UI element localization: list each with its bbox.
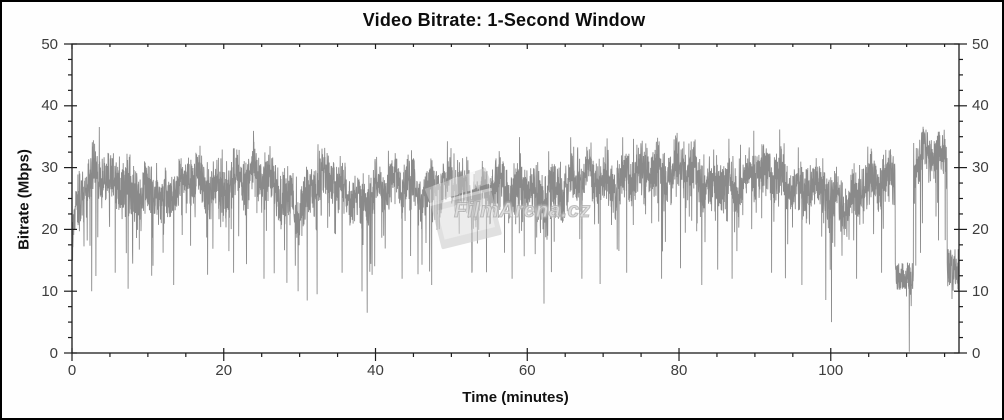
y-axis-right-tick-label: 0 bbox=[972, 344, 981, 362]
y-axis-left-tick-label: 30 bbox=[41, 159, 58, 177]
x-axis-tick-label: 100 bbox=[818, 362, 844, 379]
y-axis-left-tick-label: 0 bbox=[49, 344, 58, 362]
x-axis-title: Time (minutes) bbox=[462, 389, 569, 406]
bitrate-series-line bbox=[72, 126, 959, 352]
y-axis-left-tick-label: 40 bbox=[41, 97, 58, 115]
x-axis-tick-label: 60 bbox=[518, 362, 536, 379]
y-axis-left-tick-label: 10 bbox=[41, 282, 58, 300]
y-axis-right-tick-label: 20 bbox=[972, 220, 989, 238]
y-axis-right-tick-label: 30 bbox=[972, 159, 989, 177]
x-axis-tick-label: 40 bbox=[367, 362, 384, 379]
y-axis-right-tick-label: 50 bbox=[972, 35, 989, 53]
x-axis-tick-label: 0 bbox=[67, 362, 77, 379]
y-axis-right-tick-label: 40 bbox=[972, 97, 989, 115]
y-axis-left-tick-label: 20 bbox=[41, 220, 58, 238]
x-axis-tick-label: 80 bbox=[670, 362, 688, 379]
chart-title: Video Bitrate: 1-Second Window bbox=[362, 10, 646, 30]
y-axis-right-tick-label: 10 bbox=[972, 282, 989, 300]
x-axis-tick-label: 20 bbox=[215, 362, 233, 379]
y-axis-left-tick-label: 50 bbox=[41, 35, 58, 53]
